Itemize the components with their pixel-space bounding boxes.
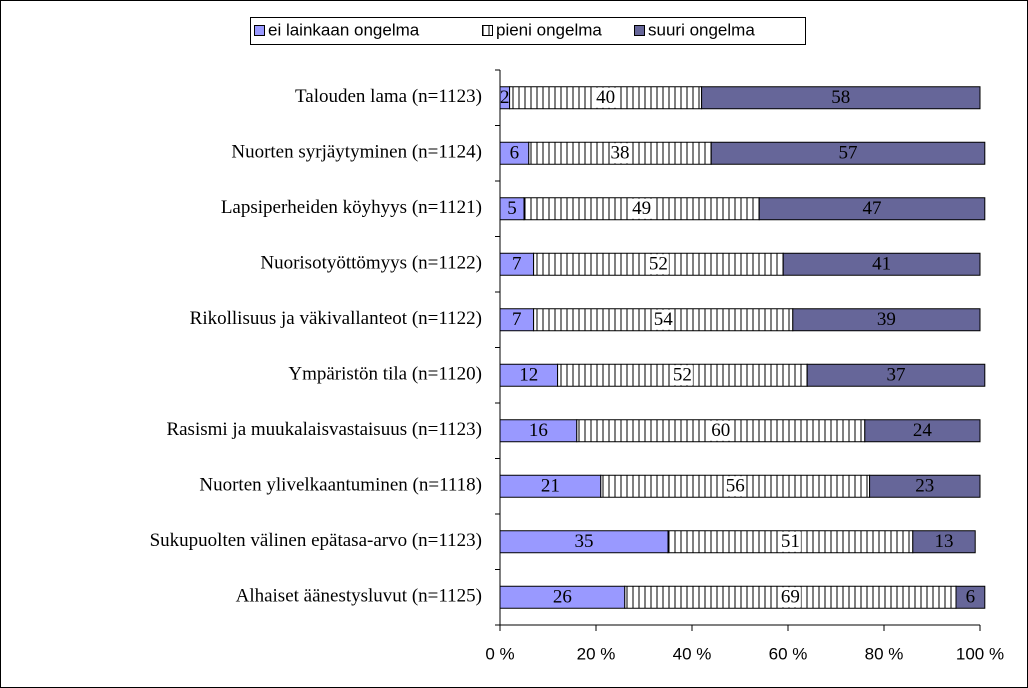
bar-segment [701,86,981,110]
category-label: Nuorten syrjäytyminen (n=1124) [231,142,482,163]
data-label: 52 [649,254,668,275]
bar-segment [864,419,981,443]
data-label: 26 [553,587,572,608]
x-tick-label: 40 % [673,644,712,663]
category-label: Sukupuolten välinen epätasa-arvo (n=1123… [150,530,482,551]
data-label-bg [779,587,801,608]
data-label: 57 [839,143,858,164]
data-label: 38 [611,143,630,164]
category-label: Nuorten ylivelkaantuminen (n=1118) [199,475,482,496]
data-label: 37 [887,365,906,386]
data-label-bg [671,365,693,386]
data-label: 47 [863,198,882,219]
bar-segment [758,197,986,221]
data-label: 35 [575,531,594,552]
data-label: 54 [654,309,674,330]
legend-box [250,17,806,45]
legend-label: pieni ongelma [496,20,602,39]
data-label-bg [724,476,746,497]
category-label: Lapsiperheiden köyhyys (n=1121) [221,197,482,218]
legend-label: suuri ongelma [648,20,755,39]
data-label: 52 [673,365,692,386]
category-label: Alhaiset äänestysluvut (n=1125) [236,586,482,607]
category-label: Rikollisuus ja väkivallanteot (n=1122) [190,308,482,329]
bar-segment [955,585,986,609]
data-label-bg [710,420,732,441]
data-label: 40 [596,87,615,108]
data-label: 7 [512,254,522,275]
data-label-bg [779,531,801,552]
category-label: Ympäristön tila (n=1120) [288,364,482,385]
legend-swatch [482,25,493,36]
bar-segment [806,363,986,387]
data-label: 2 [500,87,510,108]
bar-segment [912,530,976,554]
data-label: 39 [877,309,896,330]
data-label: 13 [935,531,954,552]
data-label-bg [609,143,631,164]
category-label: Nuorisotyöttömyys (n=1122) [260,253,482,274]
data-label-bg [652,309,675,330]
data-label: 12 [519,365,538,386]
x-tick-label: 80 % [865,644,904,663]
category-label: Talouden lama (n=1123) [295,86,482,107]
legend-label: ei lainkaan ongelma [268,20,420,39]
data-label: 6 [510,143,520,164]
data-label: 24 [913,420,933,441]
data-label: 7 [512,309,522,330]
data-label: 6 [966,587,976,608]
data-label-bg [647,254,669,275]
legend-swatch [254,25,265,36]
data-label-bg [631,198,653,219]
bar-segment [782,252,981,276]
data-label: 5 [507,198,517,219]
data-label: 51 [781,531,800,552]
x-tick-label: 20 % [577,644,616,663]
data-label: 58 [831,87,850,108]
data-label: 69 [781,587,800,608]
bar-segment [710,141,986,165]
data-label-bg [595,87,617,108]
data-label: 41 [872,254,891,275]
x-tick-label: 100 % [956,644,1004,663]
legend-swatch [634,25,645,36]
category-label: Rasismi ja muukalaisvastaisuus (n=1123) [166,419,482,440]
data-label: 56 [726,476,745,497]
data-label: 23 [915,476,934,497]
bar-segment [792,308,981,332]
x-tick-label: 60 % [769,644,808,663]
bar-segment [869,474,981,498]
data-label: 49 [632,198,651,219]
data-label: 21 [541,476,560,497]
data-label: 60 [711,420,730,441]
data-label: 16 [529,420,548,441]
x-tick-label: 0 % [485,644,514,663]
